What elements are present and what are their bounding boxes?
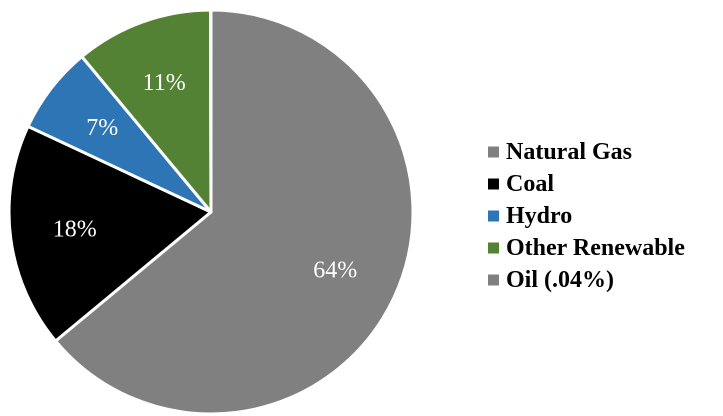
legend-swatch-coal (488, 178, 499, 190)
legend-swatch-oil-04 (488, 274, 499, 286)
pie-slice-natural-gas (54, 8, 415, 416)
legend-swatch-natural-gas (488, 146, 499, 158)
pie-slice-coal (7, 124, 213, 343)
slice-label-other-renewable: 11% (143, 70, 186, 96)
chart-legend: Natural Gas Coal Hydro Other Renewable Oil (… (488, 139, 685, 293)
slice-label-natural-gas: 64% (313, 257, 357, 283)
legend-label-oil-04: Oil (.04%) (506, 267, 614, 293)
legend-swatch-hydro (488, 210, 499, 222)
legend-label-natural-gas: Natural Gas (506, 139, 632, 165)
legend-label-other-renewable: Other Renewable (506, 235, 685, 261)
slice-labels: 64% 18% 7% 11% (53, 70, 357, 283)
slice-label-hydro: 7% (86, 115, 118, 141)
legend-label-coal: Coal (506, 171, 554, 197)
slice-label-coal: 18% (53, 217, 97, 243)
legend-label-hydro: Hydro (506, 203, 572, 229)
pie-slice-other-renewable (80, 8, 213, 214)
pie-slice-oil-04 (208, 8, 213, 214)
pie-slices (7, 8, 415, 416)
legend-swatch-other-renewable (488, 242, 499, 254)
